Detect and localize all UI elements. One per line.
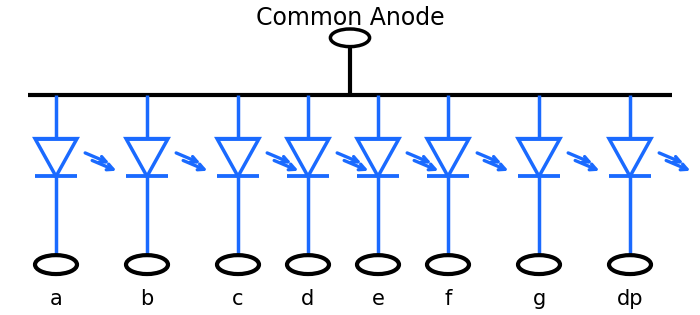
Polygon shape <box>609 139 651 176</box>
Circle shape <box>126 255 168 274</box>
Polygon shape <box>287 139 329 176</box>
Polygon shape <box>217 139 259 176</box>
Text: f: f <box>444 289 452 309</box>
Text: c: c <box>232 289 244 309</box>
Polygon shape <box>35 139 77 176</box>
Text: dp: dp <box>617 289 643 309</box>
Circle shape <box>518 255 560 274</box>
Circle shape <box>357 255 399 274</box>
Polygon shape <box>427 139 469 176</box>
Circle shape <box>217 255 259 274</box>
Circle shape <box>427 255 469 274</box>
Text: Common Anode: Common Anode <box>256 6 444 30</box>
Circle shape <box>35 255 77 274</box>
Text: e: e <box>372 289 384 309</box>
Text: g: g <box>533 289 545 309</box>
Polygon shape <box>126 139 168 176</box>
Polygon shape <box>518 139 560 176</box>
Text: a: a <box>50 289 62 309</box>
Circle shape <box>609 255 651 274</box>
Circle shape <box>287 255 329 274</box>
Text: d: d <box>302 289 314 309</box>
Polygon shape <box>357 139 399 176</box>
Circle shape <box>330 29 370 47</box>
Text: b: b <box>141 289 153 309</box>
